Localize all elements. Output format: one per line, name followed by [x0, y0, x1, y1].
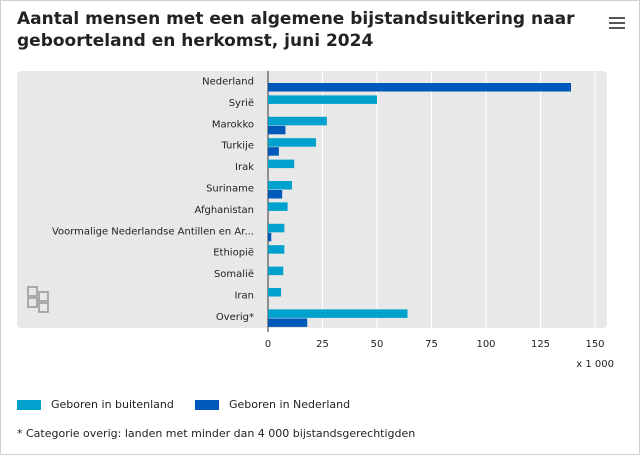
category-label: Afghanistan	[194, 205, 254, 216]
bar-geboren-buitenland	[268, 266, 284, 276]
category-label: Voormalige Nederlandse Antillen en Ar...	[52, 226, 254, 237]
hamburger-menu-icon[interactable]	[609, 17, 627, 31]
bar-geboren-buitenland	[268, 288, 282, 297]
category-label: Suriname	[206, 184, 254, 195]
cbs-logo-icon	[27, 286, 49, 313]
bar-geboren-buitenland	[268, 309, 408, 318]
category-label: Somalië	[214, 269, 254, 280]
legend-swatch-buitenland	[17, 400, 41, 410]
bar-geboren-buitenland	[268, 223, 285, 233]
bar-geboren-nederland	[268, 190, 283, 199]
x-tick-label: 25	[316, 339, 329, 350]
bar-geboren-buitenland	[268, 116, 327, 126]
category-label: Iran	[234, 291, 254, 302]
x-tick-label: 150	[585, 339, 604, 350]
x-tick-label: 0	[265, 339, 271, 350]
category-label: Nederland	[202, 77, 254, 88]
chart-title: Aantal mensen met een algemene bijstands…	[17, 9, 575, 51]
x-tick-label: 100	[476, 339, 495, 350]
x-tick-label: 50	[371, 339, 384, 350]
x-tick-label: 125	[531, 339, 550, 350]
category-label: Turkije	[220, 141, 254, 152]
bar-geboren-nederland	[268, 125, 286, 135]
category-label: Overig*	[216, 312, 254, 323]
menu-line	[609, 17, 625, 19]
footnote: * Categorie overig: landen met minder da…	[17, 427, 416, 440]
category-label: Marokko	[212, 119, 254, 130]
category-label: Irak	[235, 162, 254, 173]
bar-geboren-nederland	[268, 318, 308, 327]
x-unit-label: x 1 000	[576, 359, 614, 370]
menu-line	[609, 22, 625, 24]
legend-swatch-nederland	[195, 400, 219, 410]
legend-label-buitenland: Geboren in buitenland	[51, 398, 174, 411]
bar-geboren-buitenland	[268, 95, 377, 104]
menu-line	[609, 27, 625, 29]
legend-label-nederland: Geboren in Nederland	[229, 398, 351, 411]
plot-background	[17, 71, 607, 328]
bar-geboren-nederland	[268, 83, 572, 92]
bar-geboren-buitenland	[268, 202, 288, 211]
bar-geboren-buitenland	[268, 138, 316, 147]
bar-geboren-buitenland	[268, 181, 292, 190]
x-tick-label: 75	[425, 339, 438, 350]
category-label: Ethiopië	[213, 248, 254, 259]
bar-geboren-nederland	[268, 232, 272, 242]
bar-geboren-buitenland	[268, 159, 295, 169]
bar-geboren-buitenland	[268, 245, 285, 254]
bar-geboren-nederland	[268, 147, 279, 156]
category-label: Syrië	[229, 98, 254, 109]
